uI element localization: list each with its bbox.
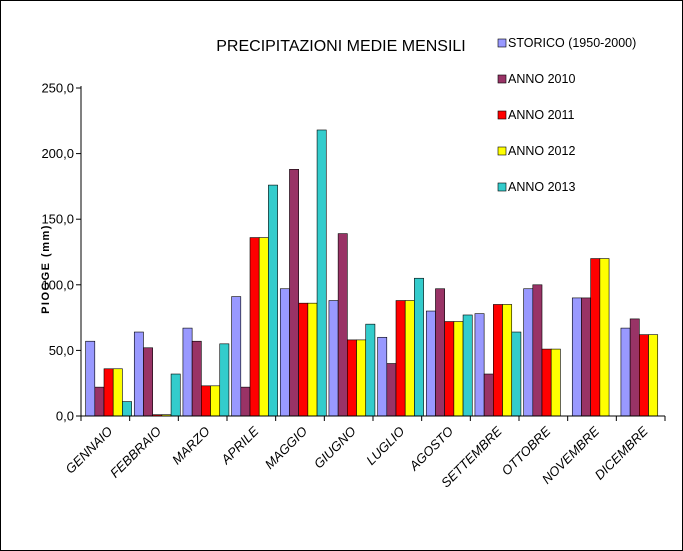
bar-novembre-series-0 bbox=[571, 297, 582, 417]
y-tick-label: 150,0 bbox=[41, 212, 74, 227]
chart-title: PRECIPITAZIONI MEDIE MENSILI bbox=[216, 38, 466, 55]
bar-gennaio-series-2 bbox=[103, 368, 114, 417]
legend-label-3: ANNO 2012 bbox=[508, 144, 575, 158]
bar-luglio-series-4 bbox=[414, 277, 424, 417]
bar-dicembre-series-3 bbox=[648, 334, 659, 417]
bar-settembre-series-3 bbox=[502, 304, 513, 417]
bar-aprile-series-1 bbox=[240, 386, 251, 417]
bar-giugno-series-3 bbox=[356, 339, 367, 417]
x-tick-label-dicembre: DICEMBRE bbox=[592, 423, 651, 482]
legend-swatch-4 bbox=[497, 182, 507, 192]
bar-agosto-series-1 bbox=[435, 288, 445, 417]
bar-luglio-series-3 bbox=[404, 300, 415, 417]
bar-aprile-series-3 bbox=[258, 237, 269, 417]
legend-label-0: STORICO (1950-2000) bbox=[508, 36, 636, 50]
bar-giugno-series-1 bbox=[337, 233, 348, 417]
x-tick-label-maggio: MAGGIO bbox=[262, 424, 310, 472]
x-tick-label-aprile: APRILE bbox=[217, 423, 261, 467]
y-tick-label: 50,0 bbox=[49, 343, 74, 358]
bar-febbraio-series-0 bbox=[133, 331, 144, 417]
legend-label-4: ANNO 2013 bbox=[508, 180, 575, 194]
bar-febbraio-series-4 bbox=[170, 373, 181, 417]
bar-ottobre-series-0 bbox=[523, 288, 534, 417]
bar-settembre-series-1 bbox=[483, 373, 494, 417]
legend-swatch-1 bbox=[497, 74, 507, 84]
legend-swatch-2 bbox=[497, 110, 507, 120]
bar-gennaio-series-3 bbox=[112, 368, 123, 417]
x-tick-label-giugno: GIUGNO bbox=[311, 424, 359, 472]
bar-settembre-series-4 bbox=[511, 331, 522, 417]
x-tick-label-agosto: AGOSTO bbox=[406, 424, 456, 474]
x-tick-label-marzo: MARZO bbox=[169, 424, 213, 468]
bar-maggio-series-3 bbox=[307, 302, 318, 417]
y-ticks-layer: 0,0 50,0 100,0 150,0 200,0 250,0 bbox=[41, 81, 81, 424]
bar-gennaio-series-0 bbox=[85, 340, 96, 417]
bar-marzo-series-3 bbox=[210, 385, 221, 417]
legend-swatch-0 bbox=[497, 38, 507, 48]
y-tick-label: 250,0 bbox=[41, 81, 74, 96]
bar-giugno-series-0 bbox=[328, 300, 339, 417]
bar-dicembre-series-2 bbox=[639, 334, 649, 417]
bar-ottobre-series-3 bbox=[550, 348, 561, 417]
bar-dicembre-series-1 bbox=[629, 318, 640, 417]
x-tick-label-luglio: LUGLIO bbox=[363, 424, 407, 468]
bar-marzo-series-0 bbox=[182, 327, 193, 417]
bar-ottobre-series-2 bbox=[541, 348, 552, 417]
bar-dicembre-series-0 bbox=[620, 327, 631, 417]
bar-agosto-series-4 bbox=[462, 314, 473, 417]
bars-layer bbox=[85, 129, 659, 417]
bar-luglio-series-0 bbox=[377, 336, 388, 417]
bar-maggio-series-2 bbox=[298, 302, 309, 417]
legend-swatch-3 bbox=[497, 146, 507, 156]
bar-febbraio-series-1 bbox=[143, 347, 153, 417]
bar-marzo-series-4 bbox=[219, 343, 230, 417]
bar-giugno-series-4 bbox=[365, 323, 376, 417]
y-tick-label: 200,0 bbox=[41, 146, 74, 161]
bar-aprile-series-2 bbox=[249, 237, 260, 417]
bar-maggio-series-1 bbox=[289, 169, 299, 417]
bar-gennaio-series-4 bbox=[122, 401, 132, 417]
bar-aprile-series-0 bbox=[231, 296, 242, 417]
bar-novembre-series-3 bbox=[599, 258, 610, 417]
y-axis-label: PIOGGE (mm) bbox=[40, 224, 52, 314]
bar-luglio-series-2 bbox=[395, 300, 406, 417]
y-tick-label: 0,0 bbox=[56, 409, 74, 424]
legend-label-2: ANNO 2011 bbox=[508, 108, 575, 122]
bar-maggio-series-0 bbox=[279, 288, 290, 417]
y-tick-label: 100,0 bbox=[41, 277, 74, 292]
bar-agosto-series-2 bbox=[444, 321, 455, 417]
bar-novembre-series-1 bbox=[581, 297, 591, 417]
x-tick-label-febbraio: FEBBRAIO bbox=[107, 424, 164, 481]
bar-settembre-series-0 bbox=[474, 313, 485, 417]
legend: STORICO (1950-2000) ANNO 2010 ANNO 2011 ANN… bbox=[497, 36, 636, 194]
bar-marzo-series-2 bbox=[201, 385, 211, 417]
bar-maggio-series-4 bbox=[316, 129, 327, 417]
bar-luglio-series-1 bbox=[386, 363, 397, 417]
bar-ottobre-series-1 bbox=[532, 284, 543, 417]
bar-agosto-series-0 bbox=[425, 310, 436, 417]
bar-gennaio-series-1 bbox=[94, 386, 105, 417]
bar-settembre-series-2 bbox=[493, 304, 503, 417]
bar-giugno-series-2 bbox=[347, 339, 357, 417]
legend-label-1: ANNO 2010 bbox=[508, 72, 575, 86]
bar-marzo-series-1 bbox=[191, 340, 202, 417]
bar-aprile-series-4 bbox=[268, 184, 278, 417]
bar-agosto-series-3 bbox=[453, 321, 464, 417]
bar-novembre-series-2 bbox=[590, 258, 601, 417]
